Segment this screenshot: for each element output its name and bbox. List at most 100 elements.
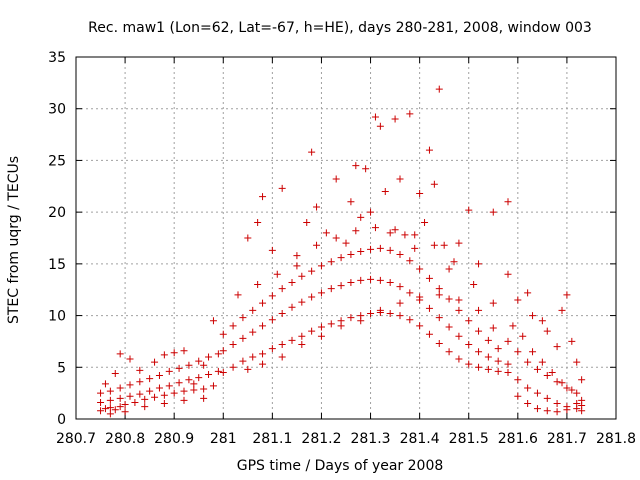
- data-point: [293, 252, 301, 260]
- data-point: [357, 276, 365, 284]
- data-point: [475, 327, 483, 335]
- data-point: [111, 406, 119, 414]
- data-point: [288, 278, 296, 286]
- data-point: [160, 399, 168, 407]
- data-point: [219, 347, 227, 355]
- data-point: [116, 350, 124, 358]
- data-point: [553, 378, 561, 386]
- data-point: [308, 327, 316, 335]
- data-points: [97, 85, 586, 418]
- data-point: [489, 299, 497, 307]
- data-point: [185, 361, 193, 369]
- data-point: [396, 283, 404, 291]
- data-point: [484, 365, 492, 373]
- data-point: [484, 336, 492, 344]
- data-point: [396, 175, 404, 183]
- data-point: [386, 229, 394, 237]
- data-point: [494, 367, 502, 375]
- data-point: [573, 389, 581, 397]
- data-point: [268, 345, 276, 353]
- x-axis-title: GPS time / Days of year 2008: [237, 458, 444, 474]
- x-tick-label: 281.1: [252, 431, 292, 447]
- data-point: [278, 310, 286, 318]
- data-point: [553, 408, 561, 416]
- data-point: [573, 358, 581, 366]
- data-point: [106, 404, 114, 412]
- data-point: [514, 376, 522, 384]
- data-point: [568, 386, 576, 394]
- data-point: [578, 376, 586, 384]
- data-point: [406, 257, 414, 265]
- data-point: [298, 332, 306, 340]
- data-point: [219, 330, 227, 338]
- data-point: [406, 110, 414, 118]
- data-point: [362, 165, 370, 173]
- data-point: [249, 306, 257, 314]
- data-point: [484, 353, 492, 361]
- data-point: [337, 322, 345, 330]
- y-axis-title: STEC from uqrg / TECUs: [6, 156, 22, 324]
- data-point: [322, 229, 330, 237]
- data-point: [190, 380, 198, 388]
- data-point: [475, 260, 483, 268]
- data-point: [578, 402, 586, 410]
- data-point: [229, 322, 237, 330]
- y-tick-label: 25: [48, 153, 66, 169]
- data-point: [543, 407, 551, 415]
- data-point: [357, 213, 365, 221]
- data-point: [101, 405, 109, 413]
- data-point: [376, 122, 384, 130]
- data-point: [445, 348, 453, 356]
- data-point: [214, 367, 222, 375]
- data-point: [514, 296, 522, 304]
- data-point: [553, 343, 561, 351]
- data-point: [249, 328, 257, 336]
- data-point: [533, 405, 541, 413]
- x-tick-label: 281.4: [400, 431, 440, 447]
- grid-lines: [76, 57, 616, 419]
- data-point: [308, 267, 316, 275]
- data-point: [126, 392, 134, 400]
- data-point: [146, 375, 154, 383]
- data-point: [317, 332, 325, 340]
- x-tick-label: 281.7: [547, 431, 587, 447]
- data-point: [376, 306, 384, 314]
- data-point: [116, 403, 124, 411]
- data-point: [445, 295, 453, 303]
- data-point: [327, 285, 335, 293]
- data-point: [205, 353, 213, 361]
- data-point: [288, 336, 296, 344]
- data-point: [337, 282, 345, 290]
- data-point: [504, 368, 512, 376]
- data-point: [106, 396, 114, 404]
- data-point: [504, 360, 512, 368]
- data-point: [254, 281, 262, 289]
- data-point: [219, 368, 227, 376]
- data-point: [376, 244, 384, 252]
- data-point: [313, 203, 321, 211]
- data-point: [391, 115, 399, 123]
- data-point: [146, 387, 154, 395]
- data-point: [543, 327, 551, 335]
- data-point: [101, 380, 109, 388]
- data-point: [548, 368, 556, 376]
- data-point: [327, 320, 335, 328]
- y-tick-label: 30: [48, 102, 66, 118]
- data-point: [155, 384, 163, 392]
- data-point: [278, 184, 286, 192]
- data-point: [352, 162, 360, 170]
- data-point: [367, 310, 375, 318]
- x-tick-label: 281: [210, 431, 237, 447]
- data-point: [259, 299, 267, 307]
- data-point: [298, 298, 306, 306]
- x-axis: 280.7 280.8 280.9 281 281.1 281.2 281.3 281.4 28…: [56, 57, 636, 447]
- x-tick-label: 281.5: [449, 431, 489, 447]
- data-point: [367, 208, 375, 216]
- data-point: [106, 410, 114, 418]
- data-point: [406, 289, 414, 297]
- data-point: [180, 347, 188, 355]
- y-tick-label: 10: [48, 309, 66, 325]
- data-point: [175, 364, 183, 372]
- data-point: [151, 358, 159, 366]
- data-point: [455, 239, 463, 247]
